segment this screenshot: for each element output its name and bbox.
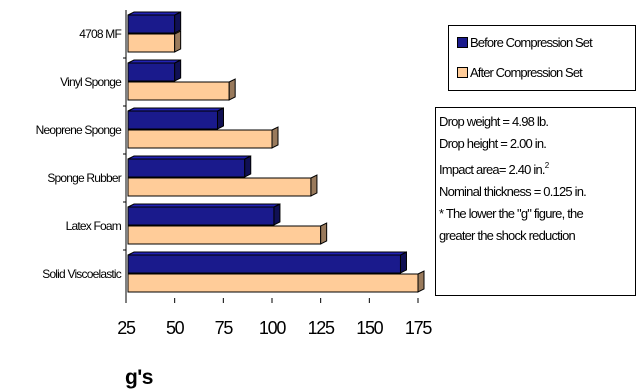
legend-label-before: Before Compression Set [470,35,593,50]
bar-side-after [174,30,182,53]
category-labels: 4708 MF Vinyl Sponge Neoprene Sponge Sponge… [36,27,126,281]
bar-side-after [310,174,318,197]
test-conditions-note: Drop weight = 4.98 lb. Drop height = 2.0… [435,107,636,296]
bar-after [127,225,322,245]
category-label: 4708 MF [79,27,121,41]
bar-side-before [216,107,224,130]
x-tick-label: 175 [405,318,432,338]
x-tick-label: 75 [215,318,234,338]
x-axis-title: g's [125,366,153,389]
x-axis-ticks: 25 50 75 100 125 150 175 [117,298,434,338]
bar-side-before [399,251,407,274]
x-tick-label: 125 [308,318,335,338]
note-shock-line1: * The lower the "g" figure, the [439,206,584,221]
note-shock-line2: greater the shock reduction [439,228,576,243]
bar-top-before [127,107,224,112]
note-drop-height: Drop height = 2.00 in. [439,136,547,151]
bar-top-before [127,155,251,160]
category-label: Solid Viscoelastic [42,267,122,281]
bar-before [127,158,246,178]
bar-top-before [127,251,407,256]
bar-before [127,206,275,226]
x-tick-label: 50 [166,318,185,338]
bar-side-after [271,126,279,149]
bar-side-after [228,78,236,101]
bar-after [127,33,176,53]
note-impact-area: Impact area= 2.40 in.2 [439,155,635,181]
x-tick-label: 150 [356,318,383,338]
note-impact-area-text: Impact area= 2.40 in. [439,162,546,177]
note-nominal-thickness: Nominal thickness = 0.125 in. [439,184,587,199]
note-impact-area-exponent: 2 [544,161,549,170]
bars-layer [127,11,425,293]
bar-after [127,273,419,293]
bar-after [127,81,230,101]
bar-side-before [174,11,182,34]
category-label: Latex Foam [66,219,122,233]
bar-after [127,177,312,197]
legend: Before Compression Set After Compression… [448,25,636,91]
legend-item-before: Before Compression Set [457,35,593,50]
bar-side-before [174,59,182,82]
bar-top-before [127,203,281,208]
bar-before [127,110,218,130]
legend-item-after: After Compression Set [457,65,583,80]
legend-swatch-before [457,37,468,48]
legend-label-after: After Compression Set [470,65,583,80]
category-label: Vinyl Sponge [60,75,122,89]
bar-side-before [244,155,252,178]
category-label: Sponge Rubber [47,171,121,185]
bar-after [127,129,273,149]
bar-side-after [417,270,425,293]
bar-before [127,14,176,34]
bar-before [127,62,176,82]
bar-top-before [127,11,181,16]
bar-before [127,254,401,274]
bar-top-before [127,59,181,64]
note-drop-weight: Drop weight = 4.98 lb. [439,114,549,129]
bar-side-before [273,203,281,226]
bar-side-after [320,222,328,245]
x-tick-label: 25 [117,318,136,338]
legend-swatch-after [457,67,468,78]
category-label: Neoprene Sponge [36,123,123,137]
x-tick-label: 100 [259,318,286,338]
